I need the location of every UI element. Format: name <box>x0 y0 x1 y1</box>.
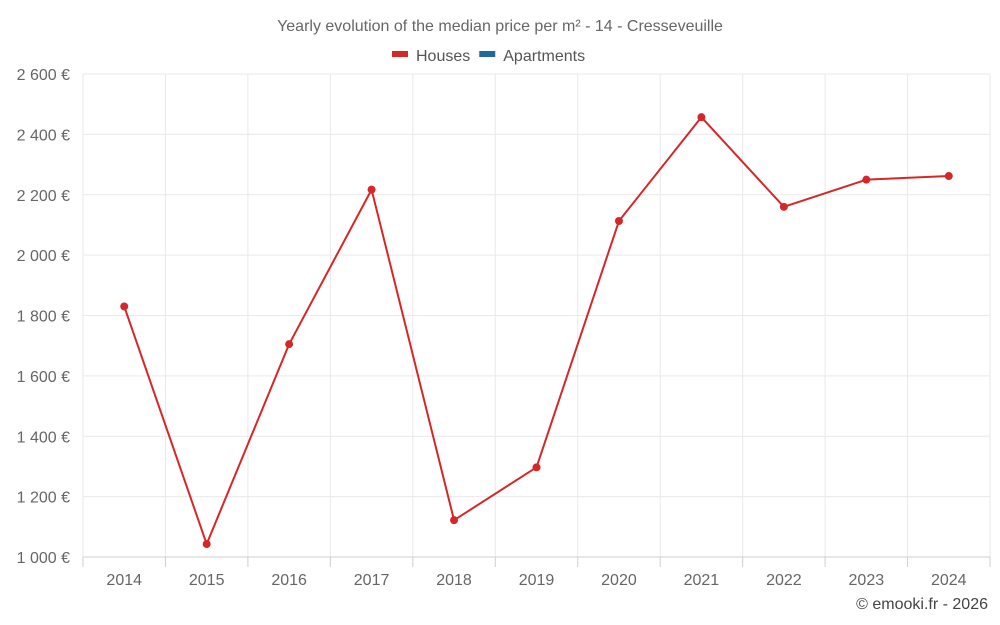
data-point[interactable] <box>120 302 129 311</box>
x-tick-label: 2023 <box>849 572 885 589</box>
x-tick-label: 2019 <box>519 572 555 589</box>
data-point[interactable] <box>367 185 376 194</box>
data-point[interactable] <box>614 217 623 226</box>
y-tick-label: 1 600 € <box>17 369 70 386</box>
axes: 1 000 € 1 200 € 1 400 € 1 600 € 1 800 € 2 000… <box>17 67 991 589</box>
data-point[interactable] <box>532 463 541 472</box>
legend-item-apartments[interactable]: Apartments <box>479 48 585 65</box>
x-tick-label: 2022 <box>766 572 802 589</box>
data-point[interactable] <box>779 202 788 211</box>
data-point[interactable] <box>285 340 294 349</box>
legend[interactable]: Houses Apartments <box>392 48 585 65</box>
chart-title: Yearly evolution of the median price per… <box>277 18 723 35</box>
data-point[interactable] <box>450 516 459 525</box>
data-point[interactable] <box>862 175 871 184</box>
legend-swatch <box>479 51 496 57</box>
y-tick-label: 1 000 € <box>17 550 70 567</box>
y-tick-label: 2 200 € <box>17 188 70 205</box>
data-point[interactable] <box>944 172 953 181</box>
x-tick-label: 2017 <box>354 572 390 589</box>
y-tick-label: 1 800 € <box>17 309 70 326</box>
y-tick-label: 2 600 € <box>17 67 70 84</box>
y-tick-label: 2 000 € <box>17 248 70 265</box>
data-point[interactable] <box>697 113 706 122</box>
legend-item-houses[interactable]: Houses <box>392 48 470 65</box>
data-point[interactable] <box>202 540 211 549</box>
y-tick-label: 1 400 € <box>17 429 70 446</box>
x-tick-label: 2018 <box>436 572 472 589</box>
x-tick-label: 2015 <box>189 572 225 589</box>
legend-label: Apartments <box>503 48 585 65</box>
grid <box>82 73 991 558</box>
y-tick-label: 2 400 € <box>17 127 70 144</box>
credit-text: © emooki.fr - 2026 <box>856 596 988 613</box>
x-tick-label: 2020 <box>601 572 637 589</box>
x-tick-label: 2016 <box>271 572 307 589</box>
x-tick-label: 2024 <box>931 572 967 589</box>
y-tick-label: 1 200 € <box>17 490 70 507</box>
series-layer <box>120 113 953 549</box>
legend-swatch <box>392 51 408 57</box>
legend-label: Houses <box>416 48 470 65</box>
x-tick-label: 2021 <box>684 572 720 589</box>
x-tick-label: 2014 <box>106 572 142 589</box>
